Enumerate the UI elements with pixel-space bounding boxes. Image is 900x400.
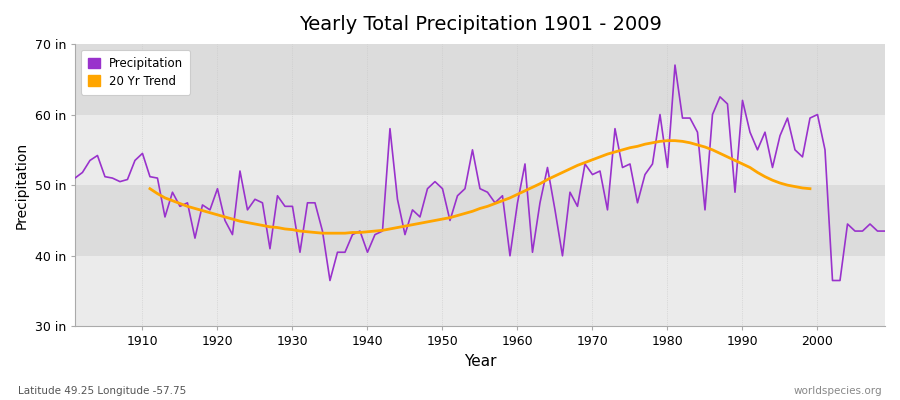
Bar <box>75 114 885 185</box>
Legend: Precipitation, 20 Yr Trend: Precipitation, 20 Yr Trend <box>81 50 191 95</box>
Bar <box>75 185 885 256</box>
X-axis label: Year: Year <box>464 354 496 369</box>
Bar <box>75 44 885 114</box>
Text: Latitude 49.25 Longitude -57.75: Latitude 49.25 Longitude -57.75 <box>18 386 186 396</box>
Text: worldspecies.org: worldspecies.org <box>794 386 882 396</box>
Bar <box>75 256 885 326</box>
Title: Yearly Total Precipitation 1901 - 2009: Yearly Total Precipitation 1901 - 2009 <box>299 15 662 34</box>
Y-axis label: Precipitation: Precipitation <box>15 142 29 229</box>
